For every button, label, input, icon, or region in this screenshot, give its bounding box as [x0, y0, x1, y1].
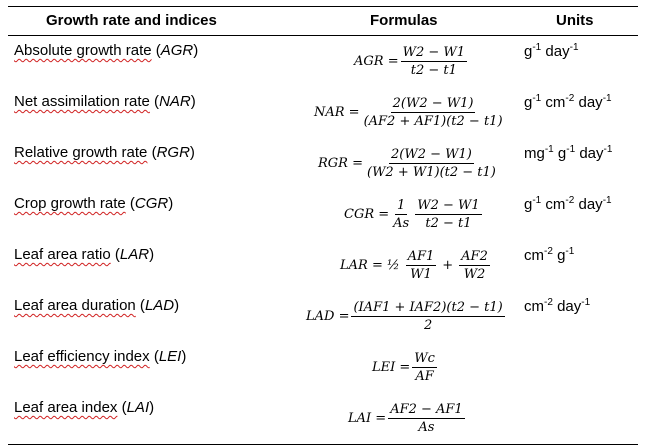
denominator: As: [418, 420, 435, 435]
formula-lei: LEI = Wc AF: [372, 344, 439, 391]
growth-indices-table: Growth rate and indices Formulas Units A…: [8, 6, 638, 445]
unit-cell: cm-2 g-1: [524, 246, 575, 264]
table-row: Relative growth rate (RGR) RGR = 2(W2 − …: [8, 138, 638, 189]
numerator: W2 − W1: [415, 198, 482, 215]
denominator: t2 − t1: [425, 216, 472, 231]
numerator: AF1: [405, 249, 437, 266]
fraction: 2(W2 − W1) (W2 + W1)(t2 − t1): [365, 147, 498, 180]
formula-lhs: RGR =: [318, 156, 363, 171]
table-header: Growth rate and indices Formulas Units: [8, 7, 638, 36]
table-row: Crop growth rate (CGR) CGR = 1 As W2 − W1…: [8, 189, 638, 240]
index-name: Relative growth rate: [14, 144, 148, 161]
index-name: Crop growth rate: [14, 195, 126, 212]
denominator: W1: [410, 267, 432, 282]
formula-lhs: LAD =: [306, 309, 350, 324]
numerator: 2(W2 − W1): [390, 96, 476, 113]
numerator: (IAF1 + IAF2)(t2 − t1): [351, 300, 505, 317]
table-row: Absolute growth rate (AGR) AGR = W2 − W1…: [8, 36, 638, 87]
formula-cgr: CGR = 1 As W2 − W1 t2 − t1: [344, 191, 484, 238]
formula-lhs: LAI =: [348, 411, 387, 426]
index-name: Leaf area duration: [14, 297, 136, 314]
denominator: t2 − t1: [410, 63, 457, 78]
index-name-cell: Net assimilation rate (NAR): [14, 93, 196, 110]
index-name-cell: Leaf area index (LAI): [14, 399, 155, 416]
table-row: Leaf area index (LAI) LAI = AF2 − AF1 As: [8, 393, 638, 444]
numerator: AF2 − AF1: [388, 402, 465, 419]
formula-lhs: LAR = ½: [340, 258, 400, 273]
unit-cell: cm-2 day-1: [524, 297, 591, 315]
index-abbr: LAI: [126, 399, 150, 416]
numerator: 1: [395, 198, 408, 215]
index-abbr: NAR: [159, 93, 191, 110]
header-formulas: Formulas: [370, 12, 438, 29]
formula-lar: LAR = ½ AF1 W1 + AF2 W2: [340, 242, 492, 289]
table-row: Leaf efficiency index (LEI) LEI = Wc AF: [8, 342, 638, 393]
numerator: W2 − W1: [400, 45, 468, 62]
index-name-cell: Absolute growth rate (AGR): [14, 42, 199, 59]
unit-cell: mg-1 g-1 day-1: [524, 144, 613, 162]
denominator: 2: [423, 318, 433, 333]
index-name-cell: Leaf area ratio (LAR): [14, 246, 155, 263]
formula-lhs: NAR =: [314, 105, 360, 120]
formula-agr: AGR = W2 − W1 t2 − t1: [354, 38, 469, 85]
formula-rgr: RGR = 2(W2 − W1) (W2 + W1)(t2 − t1): [318, 140, 500, 187]
unit-cell: g-1 day-1: [524, 42, 579, 60]
index-name: Leaf area ratio: [14, 246, 111, 263]
formula-nar: NAR = 2(W2 − W1) (AF2 + AF1)(t2 − t1): [314, 89, 507, 136]
formula-lai: LAI = AF2 − AF1 As: [348, 395, 467, 442]
index-abbr: LEI: [158, 348, 182, 365]
index-name-cell: Relative growth rate (RGR): [14, 144, 195, 161]
index-name: Leaf area index: [14, 399, 118, 416]
fraction: W2 − W1 t2 − t1: [400, 45, 468, 78]
denominator: W2: [463, 267, 486, 282]
index-name: Net assimilation rate: [14, 93, 150, 110]
index-name-cell: Crop growth rate (CGR): [14, 195, 174, 212]
unit-cell: g-1 cm-2 day-1: [524, 195, 612, 213]
table-row: Net assimilation rate (NAR) NAR = 2(W2 −…: [8, 87, 638, 138]
fraction: Wc AF: [412, 351, 437, 384]
index-name: Absolute growth rate: [14, 42, 152, 59]
index-abbr: CGR: [134, 195, 169, 212]
index-abbr: LAR: [119, 246, 150, 263]
formula-lhs: LEI =: [372, 360, 411, 375]
fraction: (IAF1 + IAF2)(t2 − t1) 2: [351, 300, 505, 333]
denominator: AF: [415, 369, 434, 384]
plus-sign: +: [442, 258, 454, 273]
fraction: 1 As: [391, 198, 411, 231]
formula-lhs: CGR =: [344, 207, 390, 222]
fraction: AF2 − AF1 As: [388, 402, 465, 435]
index-name-cell: Leaf area duration (LAD): [14, 297, 180, 314]
table-row: Leaf area duration (LAD) LAD = (IAF1 + I…: [8, 291, 638, 342]
unit-cell: g-1 cm-2 day-1: [524, 93, 612, 111]
index-name-cell: Leaf efficiency index (LEI): [14, 348, 187, 365]
formula-lad: LAD = (IAF1 + IAF2)(t2 − t1) 2: [306, 293, 507, 340]
numerator: AF2: [459, 249, 490, 266]
index-abbr: LAD: [144, 297, 175, 314]
fraction: W2 − W1 t2 − t1: [415, 198, 482, 231]
header-growth-rate: Growth rate and indices: [46, 12, 217, 29]
fraction: 2(W2 − W1) (AF2 + AF1)(t2 − t1): [362, 96, 505, 129]
index-name: Leaf efficiency index: [14, 348, 150, 365]
formula-lhs: AGR =: [354, 54, 399, 69]
header-units: Units: [556, 12, 594, 29]
denominator: (W2 + W1)(t2 − t1): [367, 165, 496, 180]
denominator: As: [393, 216, 410, 231]
table-row: Leaf area ratio (LAR) LAR = ½ AF1 W1 + AF…: [8, 240, 638, 291]
numerator: 2(W2 − W1): [389, 147, 474, 164]
denominator: (AF2 + AF1)(t2 − t1): [363, 114, 503, 129]
numerator: Wc: [412, 351, 437, 368]
fraction: AF2 W2: [459, 249, 490, 282]
index-abbr: RGR: [156, 144, 190, 161]
fraction: AF1 W1: [405, 249, 437, 282]
index-abbr: AGR: [160, 42, 194, 59]
